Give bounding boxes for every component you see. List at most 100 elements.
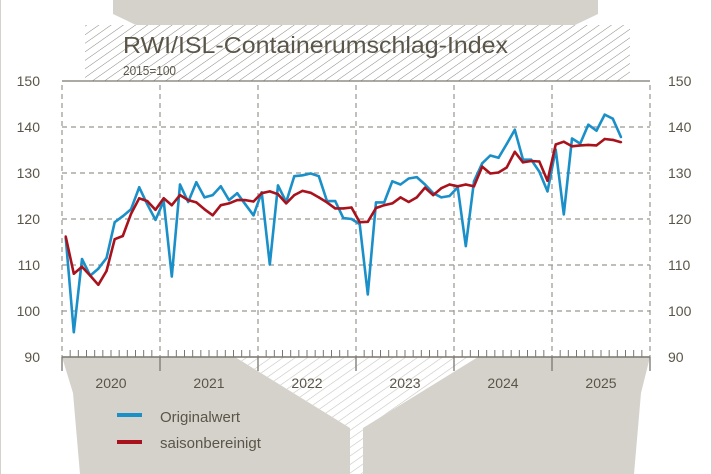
data-point-saisonbereinigt bbox=[382, 204, 386, 207]
chart-subtitle: 2015=100 bbox=[123, 63, 176, 78]
data-point-saisonbereinigt bbox=[619, 140, 623, 144]
data-point-saisonbereinigt bbox=[333, 207, 337, 210]
series-line-saisonbereinigt bbox=[64, 137, 622, 287]
data-point-saisonbereinigt bbox=[317, 196, 321, 199]
data-point-originalwert bbox=[366, 293, 370, 296]
data-point-saisonbereinigt bbox=[105, 269, 108, 273]
data-point-saisonbereinigt bbox=[72, 272, 76, 275]
data-point-saisonbereinigt bbox=[521, 161, 525, 164]
y-tick-label-left: 100 bbox=[17, 303, 41, 319]
data-point-originalwert bbox=[293, 175, 296, 178]
data-point-saisonbereinigt bbox=[80, 265, 84, 269]
data-point-saisonbereinigt bbox=[603, 137, 606, 141]
data-point-originalwert bbox=[505, 142, 508, 146]
data-point-saisonbereinigt bbox=[154, 208, 157, 211]
x-tick-label: 2022 bbox=[291, 375, 322, 391]
data-point-saisonbereinigt bbox=[366, 220, 370, 223]
y-tick-label-left: 120 bbox=[17, 211, 41, 227]
data-point-saisonbereinigt bbox=[293, 193, 296, 197]
data-point-originalwert bbox=[252, 214, 255, 217]
bottom-hatched-funnel bbox=[235, 357, 478, 474]
x-tick-label: 2025 bbox=[585, 375, 616, 391]
data-point-originalwert bbox=[497, 156, 500, 160]
data-point-saisonbereinigt bbox=[252, 200, 255, 203]
data-point-saisonbereinigt bbox=[538, 160, 541, 163]
data-point-saisonbereinigt bbox=[178, 193, 182, 197]
data-point-saisonbereinigt bbox=[113, 238, 116, 241]
data-point-originalwert bbox=[203, 196, 206, 199]
data-point-saisonbereinigt bbox=[325, 201, 329, 204]
y-tick-label-left: 140 bbox=[17, 119, 41, 135]
data-point-originalwert bbox=[121, 215, 125, 218]
data-point-originalwert bbox=[538, 170, 541, 173]
y-tick-label-left: 130 bbox=[17, 165, 41, 181]
data-point-originalwert bbox=[480, 162, 484, 165]
data-point-saisonbereinigt bbox=[489, 172, 492, 175]
data-point-saisonbereinigt bbox=[546, 179, 549, 183]
data-point-saisonbereinigt bbox=[505, 166, 508, 169]
data-point-saisonbereinigt bbox=[219, 204, 223, 207]
data-point-saisonbereinigt bbox=[235, 198, 239, 202]
data-point-originalwert bbox=[178, 183, 182, 186]
data-point-originalwert bbox=[154, 218, 157, 222]
data-point-originalwert bbox=[570, 137, 574, 140]
data-point-originalwert bbox=[129, 208, 133, 211]
data-point-originalwert bbox=[562, 213, 566, 216]
data-point-saisonbereinigt bbox=[88, 274, 92, 277]
data-point-saisonbereinigt bbox=[211, 214, 214, 217]
data-point-originalwert bbox=[407, 177, 410, 180]
data-point-originalwert bbox=[513, 128, 517, 131]
data-point-saisonbereinigt bbox=[415, 196, 419, 199]
data-point-saisonbereinigt bbox=[358, 221, 361, 224]
data-point-originalwert bbox=[399, 183, 402, 186]
y-tick-label-right: 150 bbox=[668, 73, 692, 89]
data-point-originalwert bbox=[137, 186, 141, 189]
data-point-saisonbereinigt bbox=[121, 234, 125, 238]
data-point-originalwert bbox=[448, 194, 451, 198]
data-point-saisonbereinigt bbox=[129, 212, 133, 216]
title-box bbox=[85, 25, 630, 81]
data-point-saisonbereinigt bbox=[529, 159, 533, 163]
x-tick-label: 2023 bbox=[389, 375, 420, 391]
data-point-saisonbereinigt bbox=[186, 198, 190, 202]
x-tick-label: 2020 bbox=[95, 375, 126, 391]
data-point-saisonbereinigt bbox=[611, 138, 615, 142]
data-point-originalwert bbox=[146, 203, 149, 206]
data-point-originalwert bbox=[489, 154, 492, 157]
data-point-originalwert bbox=[80, 257, 84, 261]
data-point-originalwert bbox=[611, 117, 615, 120]
data-point-originalwert bbox=[440, 196, 443, 199]
data-point-originalwert bbox=[219, 185, 223, 188]
y-tick-label-right: 120 bbox=[668, 211, 692, 227]
data-point-saisonbereinigt bbox=[374, 206, 378, 210]
data-point-saisonbereinigt bbox=[97, 283, 100, 286]
data-point-saisonbereinigt bbox=[195, 201, 198, 204]
data-point-saisonbereinigt bbox=[137, 197, 141, 200]
data-point-originalwert bbox=[195, 181, 198, 184]
data-point-saisonbereinigt bbox=[227, 202, 231, 205]
data-point-saisonbereinigt bbox=[407, 200, 410, 204]
data-point-saisonbereinigt bbox=[268, 190, 272, 193]
data-point-saisonbereinigt bbox=[448, 183, 451, 186]
data-point-originalwert bbox=[464, 244, 468, 248]
data-point-saisonbereinigt bbox=[595, 144, 598, 147]
data-point-originalwert bbox=[595, 129, 598, 132]
data-point-saisonbereinigt bbox=[170, 204, 174, 207]
data-point-saisonbereinigt bbox=[244, 198, 247, 202]
data-point-originalwert bbox=[97, 267, 100, 270]
data-point-originalwert bbox=[587, 123, 590, 126]
chart-title: RWI/ISL-Containerumschlag-Index bbox=[123, 32, 509, 58]
data-point-originalwert bbox=[227, 198, 231, 202]
data-point-originalwert bbox=[105, 256, 108, 260]
legend-swatch-saisonbereinigt bbox=[117, 440, 142, 444]
top-banner-shape bbox=[113, 0, 598, 25]
data-point-originalwert bbox=[235, 192, 239, 195]
data-point-saisonbereinigt bbox=[562, 140, 566, 143]
data-point-originalwert bbox=[382, 201, 386, 204]
x-tick-label: 2024 bbox=[487, 375, 518, 391]
data-point-originalwert bbox=[301, 174, 304, 177]
data-point-originalwert bbox=[415, 175, 419, 179]
y-tick-label-right: 130 bbox=[668, 165, 692, 181]
data-point-originalwert bbox=[211, 193, 214, 197]
